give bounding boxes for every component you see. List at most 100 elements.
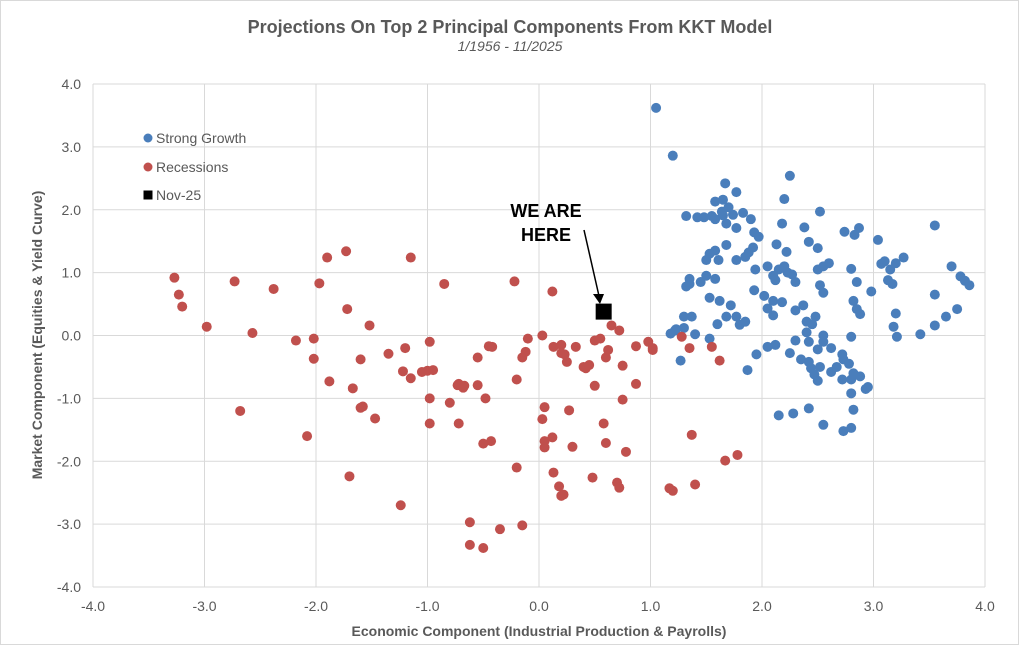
x-tick-label: -4.0 bbox=[81, 598, 105, 614]
point-recessions bbox=[556, 348, 567, 359]
point-recessions bbox=[684, 343, 695, 354]
point-recessions bbox=[617, 360, 628, 371]
point-recessions bbox=[405, 252, 416, 263]
point-strong-growth bbox=[753, 231, 764, 242]
point-recessions bbox=[547, 432, 558, 443]
point-strong-growth bbox=[855, 371, 866, 382]
point-recessions bbox=[556, 339, 567, 350]
chart-title: Projections On Top 2 Principal Component… bbox=[248, 17, 773, 37]
point-strong-growth bbox=[812, 344, 823, 355]
point-recessions bbox=[690, 479, 701, 490]
point-strong-growth bbox=[846, 422, 857, 433]
y-tick-label: 4.0 bbox=[62, 76, 82, 92]
point-recessions bbox=[458, 382, 469, 393]
point-recessions bbox=[600, 352, 611, 363]
point-strong-growth bbox=[831, 361, 842, 372]
point-recessions bbox=[631, 378, 642, 389]
point-recessions bbox=[558, 489, 569, 500]
point-strong-growth bbox=[866, 286, 877, 297]
point-strong-growth bbox=[929, 320, 940, 331]
point-strong-growth bbox=[731, 187, 742, 198]
point-strong-growth bbox=[915, 329, 926, 340]
point-strong-growth bbox=[801, 327, 812, 338]
point-strong-growth bbox=[713, 255, 724, 266]
point-recessions bbox=[424, 418, 435, 429]
point-recessions bbox=[620, 446, 631, 457]
point-recessions bbox=[548, 467, 559, 478]
point-recessions bbox=[480, 393, 491, 404]
point-recessions bbox=[589, 380, 600, 391]
annotation-line-2: HERE bbox=[521, 225, 571, 245]
point-strong-growth bbox=[684, 278, 695, 289]
point-recessions bbox=[494, 524, 505, 535]
point-recessions bbox=[548, 341, 559, 352]
point-strong-growth bbox=[750, 264, 761, 275]
point-strong-growth bbox=[890, 308, 901, 319]
point-strong-growth bbox=[807, 319, 818, 330]
point-recessions bbox=[686, 429, 697, 440]
x-tick-label: -2.0 bbox=[304, 598, 328, 614]
y-tick-label: -3.0 bbox=[57, 516, 81, 532]
point-strong-growth bbox=[964, 280, 975, 291]
point-recessions bbox=[547, 286, 558, 297]
point-strong-growth bbox=[686, 311, 697, 322]
point-recessions bbox=[324, 376, 335, 387]
point-strong-growth bbox=[742, 365, 753, 376]
point-strong-growth bbox=[846, 331, 857, 342]
point-strong-growth bbox=[690, 329, 701, 340]
point-strong-growth bbox=[777, 297, 788, 308]
point-recessions bbox=[537, 414, 548, 425]
point-recessions bbox=[341, 246, 352, 257]
y-axis-ticks: 4.0 3.0 2.0 1.0 0.0 -1.0 -2.0 -3.0 -4.0 bbox=[57, 76, 81, 595]
x-tick-label: 3.0 bbox=[864, 598, 884, 614]
x-tick-label: -3.0 bbox=[192, 598, 216, 614]
point-recessions bbox=[522, 333, 533, 344]
point-recessions bbox=[478, 438, 489, 449]
point-recessions bbox=[720, 455, 731, 466]
legend-marker-nov-25 bbox=[143, 190, 153, 200]
point-recessions bbox=[598, 418, 609, 429]
point-recessions bbox=[564, 405, 575, 416]
point-recessions bbox=[290, 335, 301, 346]
point-strong-growth bbox=[891, 331, 902, 342]
point-strong-growth bbox=[728, 209, 739, 220]
point-strong-growth bbox=[721, 218, 732, 229]
point-recessions bbox=[732, 449, 743, 460]
annotation-arrow-line bbox=[583, 229, 600, 297]
point-strong-growth bbox=[814, 280, 825, 291]
point-strong-growth bbox=[848, 404, 859, 415]
x-tick-label: 1.0 bbox=[641, 598, 661, 614]
point-recessions bbox=[235, 405, 246, 416]
point-strong-growth bbox=[678, 311, 689, 322]
y-tick-label: -1.0 bbox=[57, 390, 81, 406]
point-recessions bbox=[676, 331, 687, 342]
point-recessions bbox=[595, 333, 606, 344]
point-strong-growth bbox=[704, 333, 715, 344]
point-recessions bbox=[229, 276, 240, 287]
point-recessions bbox=[511, 462, 522, 473]
point-strong-growth bbox=[731, 255, 742, 266]
point-recessions bbox=[314, 278, 325, 289]
point-strong-growth bbox=[848, 295, 859, 306]
x-tick-label: 0.0 bbox=[529, 598, 549, 614]
y-tick-label: 0.0 bbox=[62, 328, 82, 344]
point-strong-growth bbox=[846, 374, 857, 385]
point-strong-growth bbox=[803, 336, 814, 347]
point-strong-growth bbox=[843, 358, 854, 369]
point-recessions bbox=[487, 341, 498, 352]
point-recessions bbox=[472, 352, 483, 363]
point-strong-growth bbox=[855, 309, 866, 320]
point-strong-growth bbox=[773, 410, 784, 421]
point-strong-growth bbox=[952, 304, 963, 315]
point-strong-growth bbox=[762, 303, 773, 314]
point-strong-growth bbox=[826, 343, 837, 354]
legend-label-strong-growth: Strong Growth bbox=[156, 130, 246, 146]
point-strong-growth bbox=[678, 322, 689, 333]
point-strong-growth bbox=[803, 236, 814, 247]
data-points bbox=[169, 102, 975, 554]
point-recessions bbox=[647, 344, 658, 355]
point-recessions bbox=[617, 394, 628, 405]
point-recessions bbox=[517, 520, 528, 531]
point-strong-growth bbox=[762, 341, 773, 352]
point-strong-growth bbox=[770, 275, 781, 286]
